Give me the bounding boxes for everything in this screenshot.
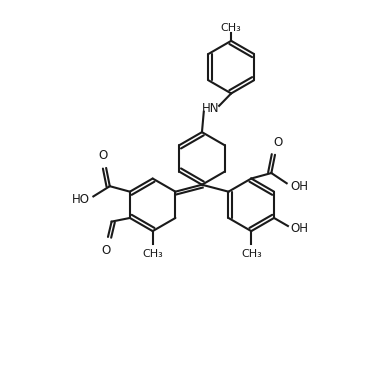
Text: OH: OH: [291, 222, 309, 235]
Text: CH₃: CH₃: [221, 23, 241, 33]
Text: HN: HN: [202, 102, 220, 115]
Text: O: O: [99, 149, 108, 162]
Text: CH₃: CH₃: [241, 249, 262, 259]
Text: HO: HO: [72, 193, 90, 206]
Text: O: O: [102, 244, 111, 257]
Text: CH₃: CH₃: [142, 249, 163, 259]
Text: OH: OH: [290, 180, 308, 193]
Text: O: O: [273, 136, 283, 149]
